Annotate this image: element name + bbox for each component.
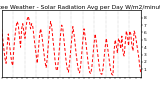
Title: Milwaukee Weather - Solar Radiation Avg per Day W/m2/minute: Milwaukee Weather - Solar Radiation Avg … [0,5,160,10]
